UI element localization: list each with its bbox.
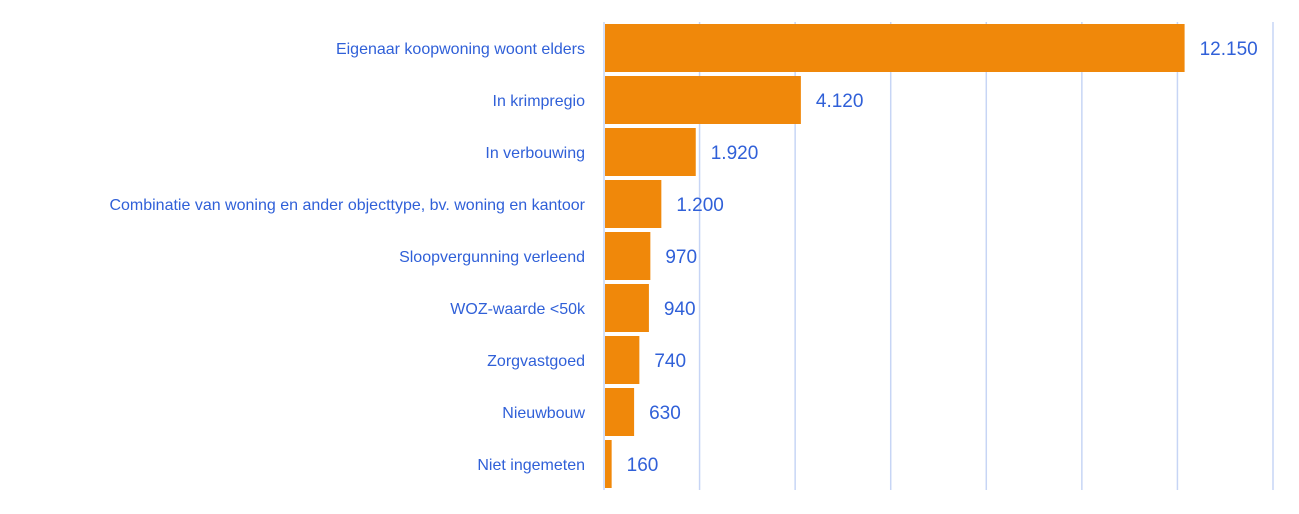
data-label: 1.920 <box>711 143 759 164</box>
bar <box>605 232 651 280</box>
bar <box>605 180 662 228</box>
data-label: 630 <box>649 403 681 424</box>
data-label: 940 <box>664 299 696 320</box>
category-label: Combinatie van woning en ander objecttyp… <box>109 197 585 214</box>
data-label: 970 <box>665 247 697 268</box>
data-label: 4.120 <box>816 91 864 112</box>
category-label: Nieuwbouw <box>502 405 585 422</box>
data-label: 160 <box>627 455 659 476</box>
category-label: Sloopvergunning verleend <box>399 249 585 266</box>
category-label: Eigenaar koopwoning woont elders <box>336 41 585 58</box>
bar <box>605 24 1185 72</box>
bar <box>605 440 612 488</box>
bar <box>605 284 649 332</box>
data-label: 12.150 <box>1200 39 1258 60</box>
bar <box>605 388 635 436</box>
category-label: Zorgvastgoed <box>487 353 585 370</box>
category-label: In krimpregio <box>493 93 586 110</box>
data-label: 740 <box>654 351 686 372</box>
category-label: Niet ingemeten <box>477 457 585 474</box>
data-label: 1.200 <box>676 195 724 216</box>
category-label: WOZ-waarde <50k <box>450 301 586 318</box>
bar <box>605 76 801 124</box>
bar <box>605 336 640 384</box>
bar <box>605 128 696 176</box>
category-label: In verbouwing <box>485 145 585 162</box>
